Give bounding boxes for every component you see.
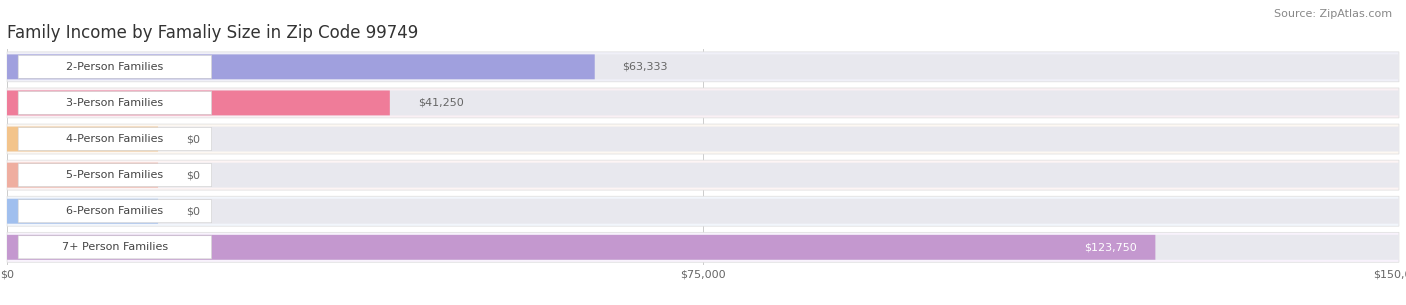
Text: 2-Person Families: 2-Person Families [66, 62, 163, 72]
FancyBboxPatch shape [18, 236, 212, 259]
FancyBboxPatch shape [7, 160, 1399, 190]
FancyBboxPatch shape [7, 91, 1399, 115]
Text: Source: ZipAtlas.com: Source: ZipAtlas.com [1274, 9, 1392, 19]
FancyBboxPatch shape [7, 54, 595, 79]
FancyBboxPatch shape [7, 199, 1399, 224]
Text: $41,250: $41,250 [418, 98, 464, 108]
Text: $63,333: $63,333 [623, 62, 668, 72]
FancyBboxPatch shape [7, 232, 1399, 262]
Text: 6-Person Families: 6-Person Families [66, 206, 163, 216]
Text: $123,750: $123,750 [1084, 242, 1137, 252]
FancyBboxPatch shape [7, 163, 1399, 188]
FancyBboxPatch shape [7, 235, 1399, 260]
FancyBboxPatch shape [7, 127, 157, 152]
FancyBboxPatch shape [7, 52, 1399, 82]
FancyBboxPatch shape [7, 88, 1399, 118]
FancyBboxPatch shape [7, 163, 157, 188]
Text: 3-Person Families: 3-Person Families [66, 98, 163, 108]
Text: 4-Person Families: 4-Person Families [66, 134, 163, 144]
FancyBboxPatch shape [7, 54, 1399, 79]
FancyBboxPatch shape [18, 92, 212, 114]
FancyBboxPatch shape [18, 55, 212, 78]
Text: Family Income by Famaliy Size in Zip Code 99749: Family Income by Famaliy Size in Zip Cod… [7, 24, 418, 42]
FancyBboxPatch shape [7, 199, 157, 224]
FancyBboxPatch shape [18, 163, 212, 187]
Text: $0: $0 [186, 206, 200, 216]
FancyBboxPatch shape [7, 124, 1399, 154]
FancyBboxPatch shape [7, 235, 1156, 260]
FancyBboxPatch shape [18, 127, 212, 151]
FancyBboxPatch shape [7, 91, 389, 115]
FancyBboxPatch shape [7, 196, 1399, 226]
Text: $0: $0 [186, 170, 200, 180]
FancyBboxPatch shape [18, 200, 212, 223]
FancyBboxPatch shape [7, 127, 1399, 152]
Text: 7+ Person Families: 7+ Person Families [62, 242, 167, 252]
Text: $0: $0 [186, 134, 200, 144]
Text: 5-Person Families: 5-Person Families [66, 170, 163, 180]
